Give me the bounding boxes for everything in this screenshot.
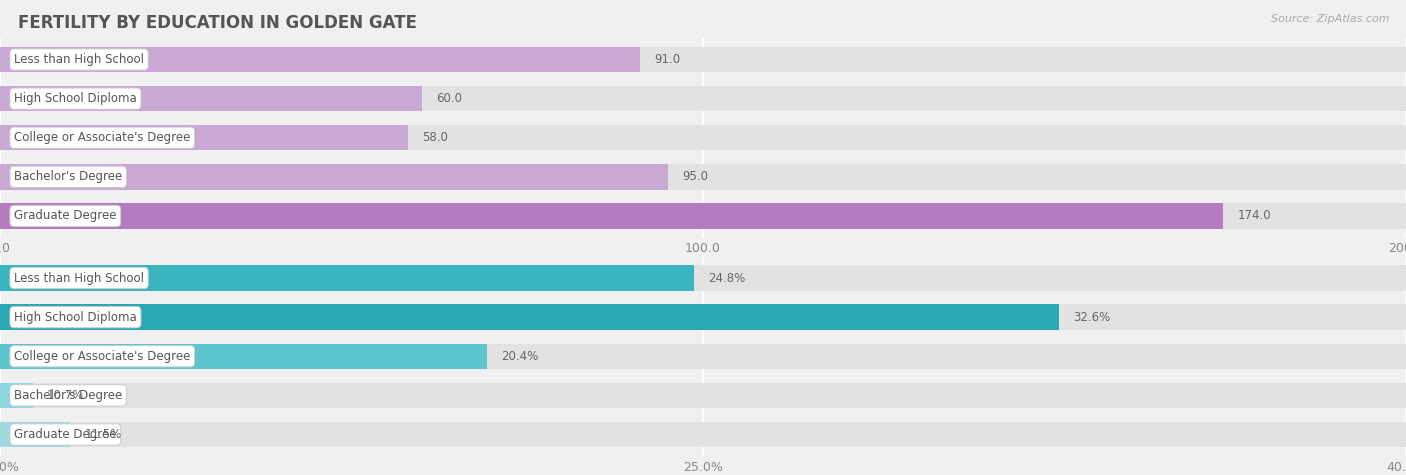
- Text: 58.0: 58.0: [422, 131, 447, 144]
- Text: 20.4%: 20.4%: [502, 350, 538, 363]
- Text: College or Associate's Degree: College or Associate's Degree: [14, 350, 190, 363]
- Bar: [0, 203, 1223, 228]
- Bar: [0, 203, 1406, 228]
- Text: FERTILITY BY EDUCATION IN GOLDEN GATE: FERTILITY BY EDUCATION IN GOLDEN GATE: [18, 14, 418, 32]
- Text: 91.0: 91.0: [654, 53, 681, 66]
- Bar: [0, 343, 488, 369]
- Text: Source: ZipAtlas.com: Source: ZipAtlas.com: [1271, 14, 1389, 24]
- Bar: [0, 266, 693, 291]
- Bar: [0, 164, 1406, 190]
- Bar: [0, 304, 1059, 330]
- Text: High School Diploma: High School Diploma: [14, 311, 136, 323]
- Text: Graduate Degree: Graduate Degree: [14, 428, 117, 441]
- Bar: [0, 125, 1406, 151]
- Text: Graduate Degree: Graduate Degree: [14, 209, 117, 222]
- Bar: [0, 343, 1406, 369]
- Bar: [0, 47, 1406, 72]
- Bar: [0, 304, 1406, 330]
- Bar: [0, 86, 422, 111]
- Text: 32.6%: 32.6%: [1073, 311, 1111, 323]
- Text: High School Diploma: High School Diploma: [14, 92, 136, 105]
- Bar: [0, 266, 1406, 291]
- Text: 60.0: 60.0: [436, 92, 461, 105]
- Bar: [0, 383, 32, 408]
- Bar: [0, 422, 1406, 447]
- Text: Less than High School: Less than High School: [14, 272, 143, 285]
- Bar: [0, 47, 640, 72]
- Text: 95.0: 95.0: [682, 171, 707, 183]
- Bar: [0, 164, 668, 190]
- Text: Bachelor's Degree: Bachelor's Degree: [14, 171, 122, 183]
- Bar: [0, 422, 70, 447]
- Text: Less than High School: Less than High School: [14, 53, 143, 66]
- Bar: [0, 383, 1406, 408]
- Text: 10.7%: 10.7%: [46, 389, 84, 402]
- Text: Bachelor's Degree: Bachelor's Degree: [14, 389, 122, 402]
- Text: 174.0: 174.0: [1237, 209, 1271, 222]
- Text: 11.5%: 11.5%: [84, 428, 121, 441]
- Bar: [0, 125, 408, 151]
- Text: College or Associate's Degree: College or Associate's Degree: [14, 131, 190, 144]
- Text: 24.8%: 24.8%: [707, 272, 745, 285]
- Bar: [0, 86, 1406, 111]
